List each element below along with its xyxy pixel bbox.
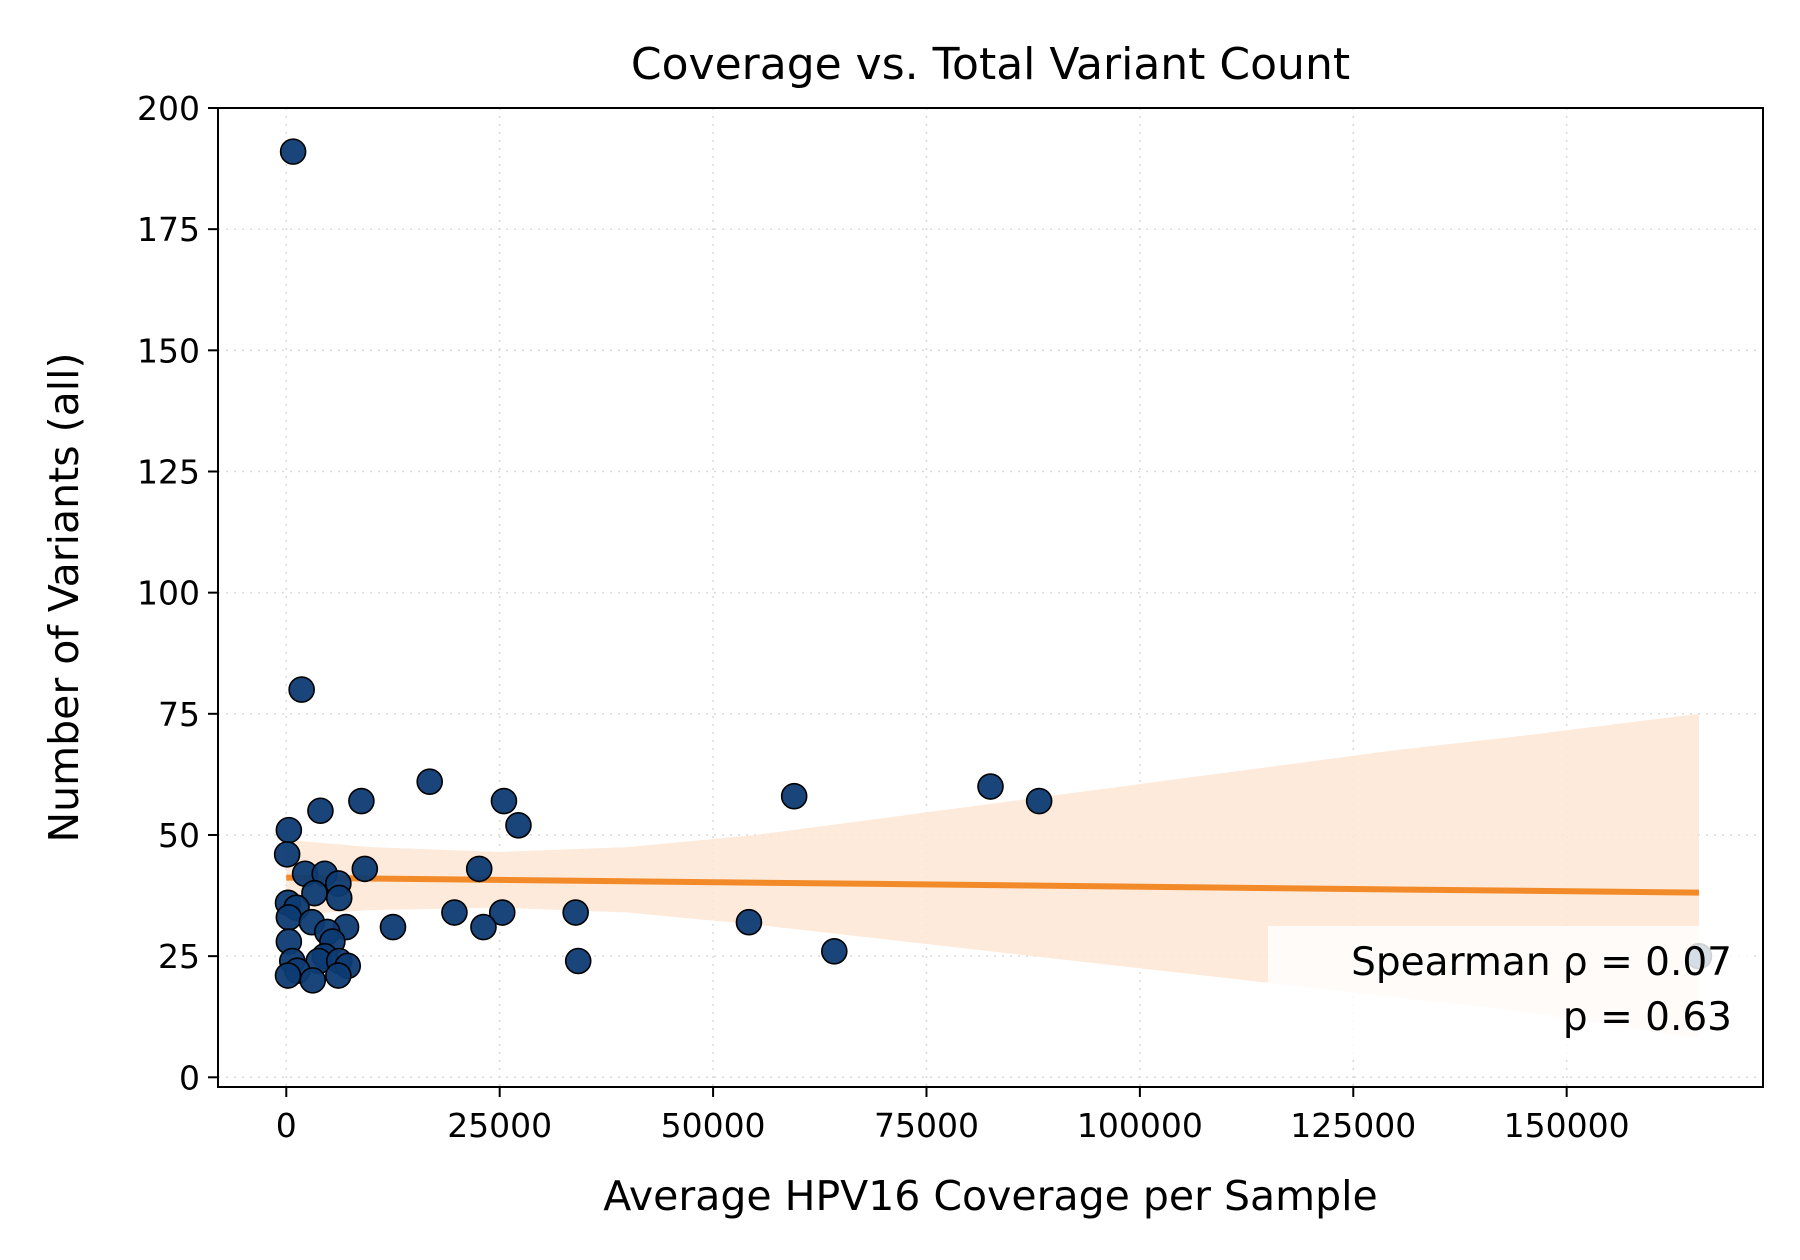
x-tick-label: 75000 xyxy=(874,1106,979,1145)
data-point xyxy=(275,904,303,931)
data-point xyxy=(348,787,375,815)
data-point xyxy=(416,768,443,795)
data-point xyxy=(279,138,307,165)
data-point xyxy=(307,797,334,825)
data-point xyxy=(1025,787,1053,815)
data-point xyxy=(379,913,407,941)
y-tick-label: 150 xyxy=(137,331,200,370)
data-point xyxy=(441,899,468,926)
annotation-box: Spearman ρ = 0.07 p = 0.63 xyxy=(1268,926,1748,1054)
chart-title: Coverage vs. Total Variant Count xyxy=(631,39,1350,90)
y-tick-label: 175 xyxy=(137,210,200,249)
annotation-background xyxy=(1268,926,1748,1054)
regression-line-group xyxy=(286,874,1700,896)
x-tick-label: 150000 xyxy=(1504,1106,1630,1145)
y-tick-label: 25 xyxy=(158,937,200,976)
data-point xyxy=(564,947,592,975)
data-point xyxy=(505,811,532,839)
data-point xyxy=(977,773,1004,800)
data-point xyxy=(288,676,315,703)
y-axis-label: Number of Variants (all) xyxy=(40,353,88,843)
y-tick-label: 0 xyxy=(179,1058,200,1097)
data-point xyxy=(488,899,516,926)
data-point xyxy=(465,855,493,883)
y-tick-label: 100 xyxy=(137,574,200,613)
x-tick-label: 25000 xyxy=(447,1106,552,1145)
data-point xyxy=(299,967,327,994)
x-axis-label: Average HPV16 Coverage per Sample xyxy=(603,1172,1378,1220)
x-tick-label: 125000 xyxy=(1290,1106,1416,1145)
data-point xyxy=(780,782,808,810)
y-tick-label: 200 xyxy=(137,89,200,128)
data-point xyxy=(820,937,848,965)
x-tick-label: 100000 xyxy=(1077,1106,1203,1145)
data-point xyxy=(562,899,589,926)
data-point xyxy=(325,962,352,989)
regression-line xyxy=(286,874,1700,896)
data-point xyxy=(735,908,763,936)
y-tick-label: 75 xyxy=(158,695,200,734)
data-point xyxy=(273,841,301,868)
y-axis-ticks: 0 25 50 75 100 125 150 175 200 xyxy=(137,89,218,1097)
x-tick-label: 50000 xyxy=(661,1106,766,1145)
data-point xyxy=(274,962,302,989)
x-axis-ticks: 0 25000 50000 75000 100000 125000 150000 xyxy=(276,1087,1630,1145)
data-point xyxy=(351,855,379,883)
data-point xyxy=(470,913,497,941)
y-tick-label: 125 xyxy=(137,452,200,491)
x-tick-label: 0 xyxy=(276,1106,297,1145)
y-tick-label: 50 xyxy=(158,816,200,855)
data-point xyxy=(490,787,518,815)
p-value-text: p = 0.63 xyxy=(1563,995,1732,1040)
spearman-rho-text: Spearman ρ = 0.07 xyxy=(1351,940,1732,985)
data-point xyxy=(325,884,353,912)
data-point xyxy=(275,816,303,844)
plot-frame xyxy=(217,107,1764,1088)
